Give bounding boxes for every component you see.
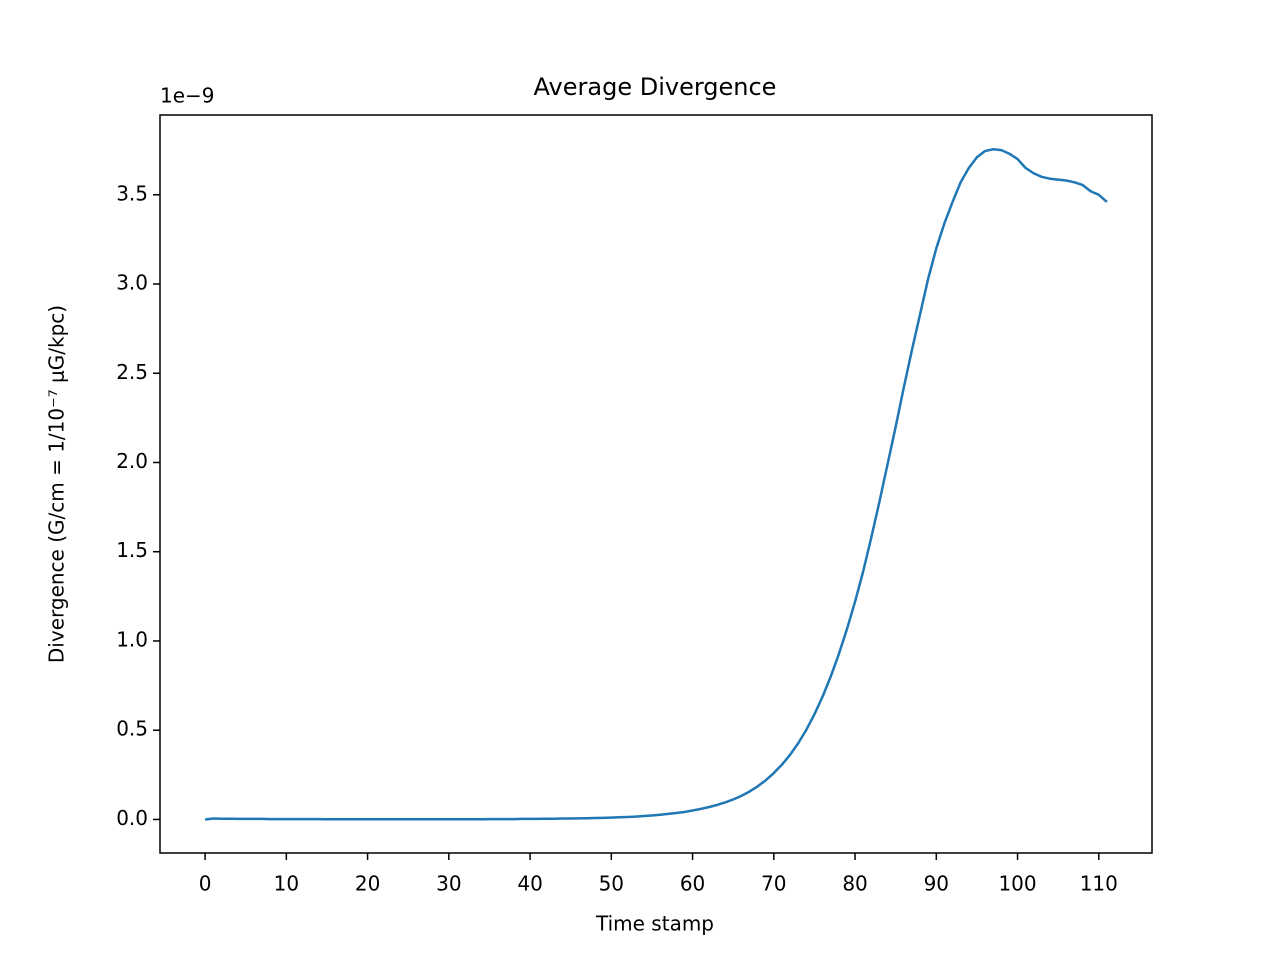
y-tick-label: 0.5: [116, 717, 148, 741]
x-tick-label: 20: [355, 872, 380, 896]
y-offset-label: 1e−9: [160, 84, 215, 108]
x-tick-label: 40: [517, 872, 542, 896]
x-tick-label: 60: [680, 872, 705, 896]
x-tick-label: 90: [924, 872, 949, 896]
x-tick-label: 80: [842, 872, 867, 896]
y-axis-label: Divergence (G/cm = 1/10⁻⁷ μG/kpc): [45, 305, 69, 663]
x-tick-label: 110: [1080, 872, 1118, 896]
y-tick-label: 3.0: [116, 271, 148, 295]
y-tick-label: 1.5: [116, 538, 148, 562]
y-tick-label: 2.5: [116, 360, 148, 384]
y-tick-label: 1.0: [116, 627, 148, 651]
data-line: [204, 148, 1108, 821]
x-tick-label: 30: [436, 872, 461, 896]
y-tick-label: 0.0: [116, 806, 148, 830]
x-tick-label: 0: [199, 872, 212, 896]
x-tick-label: 50: [599, 872, 624, 896]
y-tick-label: 2.0: [116, 449, 148, 473]
x-tick-label: 100: [998, 872, 1036, 896]
x-tick-label: 70: [761, 872, 786, 896]
chart-title: Average Divergence: [534, 73, 777, 101]
plot-frame: [159, 114, 1153, 854]
x-axis-label: Time stamp: [595, 912, 714, 936]
x-tick-label: 10: [274, 872, 299, 896]
y-tick-label: 3.5: [116, 181, 148, 205]
